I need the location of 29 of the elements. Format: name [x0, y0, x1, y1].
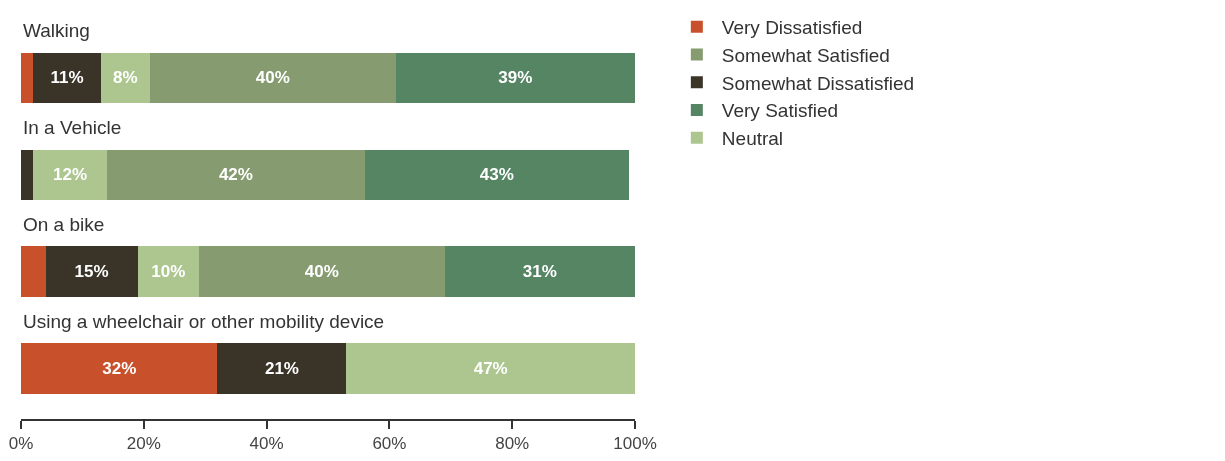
- x-tick-label: 60%: [372, 434, 407, 454]
- data-label: 11%: [50, 68, 84, 88]
- y-tick-label: Walking: [23, 20, 90, 41]
- y-tick-label: On a bike: [23, 214, 105, 235]
- legend-label: Very Satisfied: [721, 100, 839, 122]
- data-label: 31%: [522, 262, 557, 282]
- data-label: 32%: [102, 359, 137, 379]
- x-tick-label: 0%: [8, 434, 34, 454]
- data-label: 8%: [113, 68, 138, 88]
- legend-label: Very Dissatisfied: [721, 17, 863, 39]
- x-tick-label: 100%: [613, 434, 657, 454]
- data-label: 15%: [74, 262, 109, 282]
- x-tick-label: 80%: [495, 434, 530, 454]
- data-label: 42%: [218, 165, 253, 185]
- legend-label: Neutral: [721, 128, 784, 150]
- y-tick-label: Using a wheelchair or other mobility device: [23, 311, 385, 332]
- data-label: 39%: [498, 68, 533, 88]
- x-tick-label: 20%: [126, 434, 161, 454]
- data-label: 43%: [479, 165, 514, 185]
- y-tick-label: In a Vehicle: [23, 117, 122, 138]
- data-label: 10%: [151, 262, 186, 282]
- legend-label: Somewhat Satisfied: [721, 44, 890, 66]
- legend-label: Somewhat Dissatisfied: [721, 72, 915, 94]
- data-label: 40%: [255, 68, 290, 88]
- data-label: 21%: [264, 359, 299, 379]
- data-label: 40%: [304, 262, 339, 282]
- data-label: 47%: [473, 359, 508, 379]
- x-tick-label: 40%: [249, 434, 284, 454]
- data-label: 12%: [53, 165, 88, 185]
